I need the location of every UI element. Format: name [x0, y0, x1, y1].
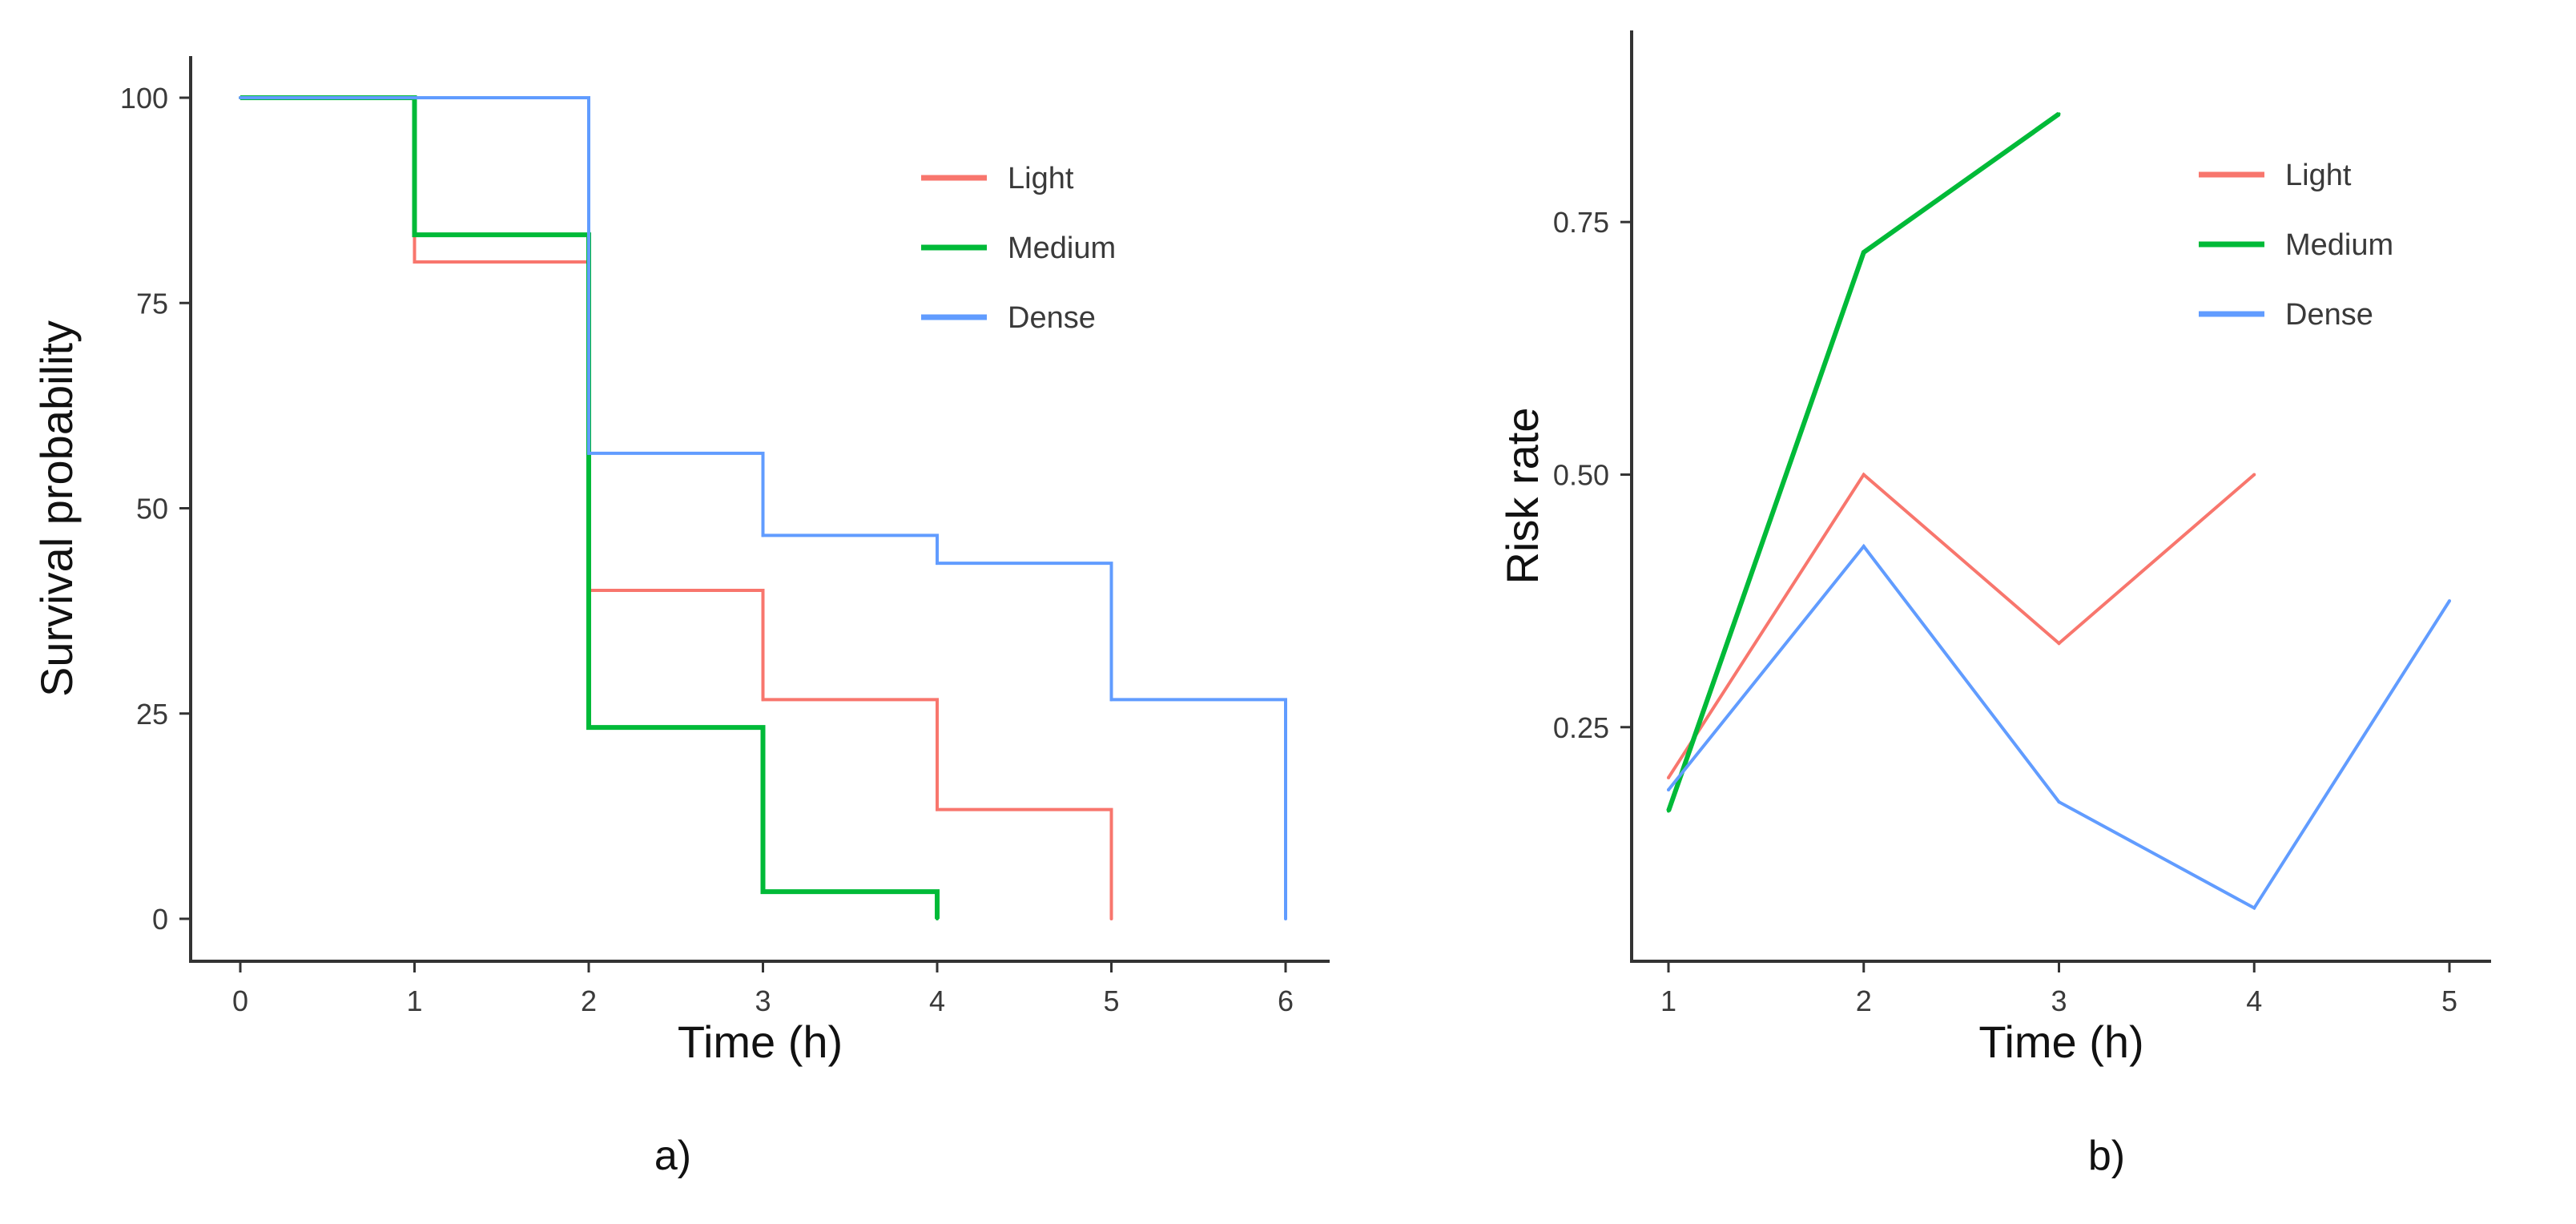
data-point-medium — [1667, 809, 1670, 813]
legend-label-light: Light — [1008, 162, 1074, 195]
y-tick-label: 75 — [136, 287, 168, 320]
legend-label-dense: Dense — [2285, 298, 2373, 332]
data-point-dense — [239, 96, 242, 99]
survival-chart-panel: 0 1 2 3 4 5 6 0 25 50 75 100 Light Medium Dense Time (h… — [31, 56, 1330, 1179]
x-tick-label: 2 — [1856, 984, 1872, 1017]
data-point-dense — [2057, 800, 2061, 804]
x-axis-title: Time (h) — [1978, 1017, 2143, 1067]
data-point-dense — [1862, 545, 1866, 549]
data-point-light — [2252, 473, 2256, 477]
legend-label-light: Light — [2285, 159, 2352, 192]
data-point-light — [936, 807, 939, 811]
data-point-dense — [761, 533, 765, 538]
data-point-dense — [936, 562, 939, 566]
data-point-medium — [2057, 112, 2061, 116]
panel-label: a) — [654, 1133, 691, 1179]
series-line-dense — [1667, 543, 2451, 911]
y-tick-label: 25 — [136, 698, 168, 731]
data-point-dense — [587, 451, 590, 455]
data-point-medium — [761, 890, 765, 894]
legend-label-medium: Medium — [2285, 228, 2393, 262]
y-axis-title: Survival probability — [31, 320, 82, 697]
x-tick-label: 3 — [2051, 984, 2067, 1017]
data-point-medium — [1862, 251, 1866, 255]
y-tick-label: 0.75 — [1553, 206, 1609, 239]
data-point-medium — [936, 917, 939, 920]
data-point-light — [761, 698, 765, 702]
series-line-light — [240, 96, 1113, 919]
x-tick-label: 5 — [2441, 984, 2457, 1017]
legend-label-dense: Dense — [1008, 301, 1096, 335]
x-axis-title: Time (h) — [678, 1017, 843, 1067]
data-point-dense — [1667, 787, 1670, 791]
data-point-medium — [413, 233, 417, 237]
data-point-dense — [1284, 917, 1287, 920]
data-point-dense — [2448, 599, 2451, 603]
x-tick-label: 2 — [581, 984, 597, 1017]
data-point-light — [413, 260, 417, 264]
series-line-medium — [1666, 111, 2061, 812]
y-tick-label: 0.50 — [1553, 458, 1609, 491]
x-tick-label: 0 — [232, 984, 248, 1017]
y-tick-label: 0 — [152, 903, 168, 936]
x-tick-label: 3 — [755, 984, 771, 1017]
data-point-medium — [587, 726, 590, 730]
x-tick-label: 6 — [1278, 984, 1294, 1017]
series-line-light — [1667, 472, 2256, 779]
x-tick-label: 4 — [2246, 984, 2262, 1017]
y-axis-title: Risk rate — [1497, 408, 1548, 585]
panel-label: b) — [2088, 1133, 2125, 1179]
y-tick-label: 100 — [120, 82, 168, 115]
series-line-dense — [240, 96, 1287, 919]
legend-label-medium: Medium — [1008, 232, 1116, 265]
data-point-dense — [2252, 906, 2256, 910]
legend: Light Medium Dense — [921, 162, 1116, 335]
data-point-light — [2057, 642, 2061, 646]
x-tick-label: 1 — [1660, 984, 1676, 1017]
data-point-dense — [1109, 698, 1113, 702]
y-tick-label: 50 — [136, 493, 168, 525]
risk-rate-chart-panel: 1 2 3 4 5 0.25 0.50 0.75 Light Medium Dense Time (h… — [1497, 30, 2491, 1179]
data-point-light — [1667, 775, 1670, 779]
data-point-light — [1109, 917, 1113, 920]
data-point-light — [1862, 473, 1866, 477]
legend: Light Medium Dense — [2199, 159, 2393, 332]
x-tick-label: 4 — [929, 984, 945, 1017]
x-tick-label: 5 — [1103, 984, 1119, 1017]
x-tick-label: 1 — [406, 984, 422, 1017]
y-tick-label: 0.25 — [1553, 711, 1609, 744]
